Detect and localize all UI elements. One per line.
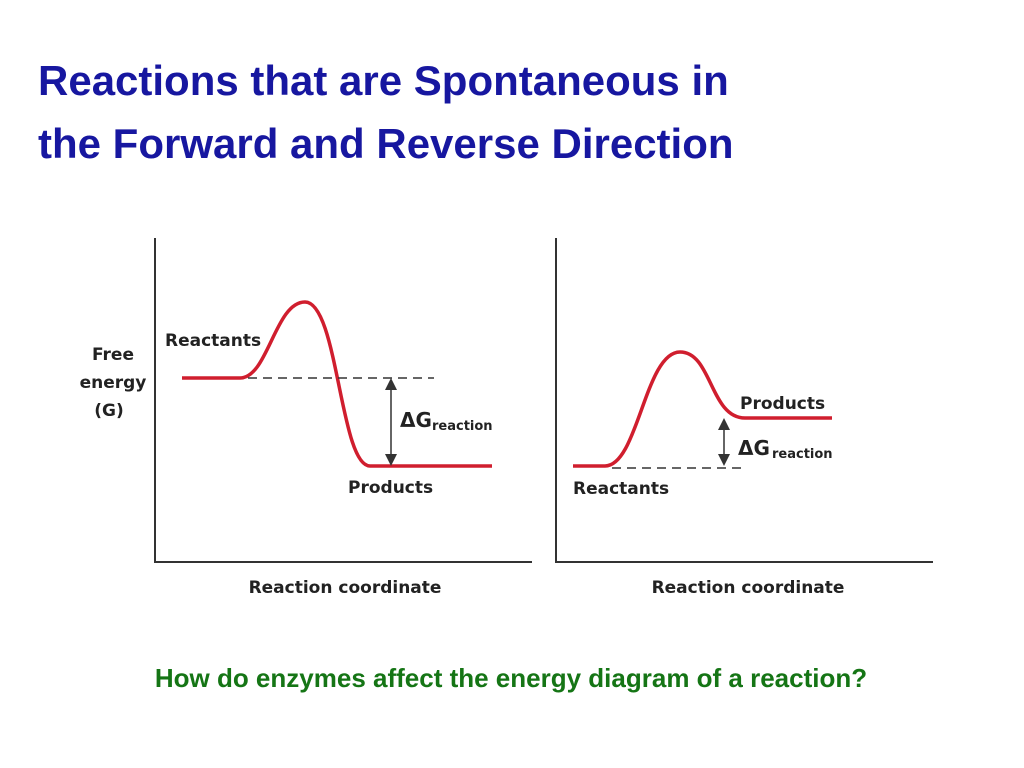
end-label: Products [740, 394, 825, 414]
delta-subscript: reaction [772, 447, 833, 462]
end-label: Products [348, 478, 433, 498]
delta-subscript: reaction [432, 419, 493, 434]
start-label: Reactants [165, 331, 261, 351]
title-line: Reactions that are Spontaneous in [38, 57, 729, 104]
y-axis-label: (G) [94, 401, 124, 421]
start-label: Reactants [573, 479, 669, 499]
title-line: the Forward and Reverse Direction [38, 120, 734, 167]
axes [154, 238, 532, 563]
y-axis-label: energy [80, 373, 147, 393]
x-axis-label: Reaction coordinate [249, 578, 442, 598]
y-axis-label: Free [92, 345, 134, 365]
x-axis-label: Reaction coordinate [652, 578, 845, 598]
energy-curve [182, 300, 492, 468]
delta-symbol: ΔG [400, 408, 432, 432]
question: How do enzymes affect the energy diagram… [155, 663, 867, 693]
energy-curve [573, 350, 832, 468]
axes [555, 238, 933, 563]
delta-symbol: ΔG [738, 436, 770, 460]
